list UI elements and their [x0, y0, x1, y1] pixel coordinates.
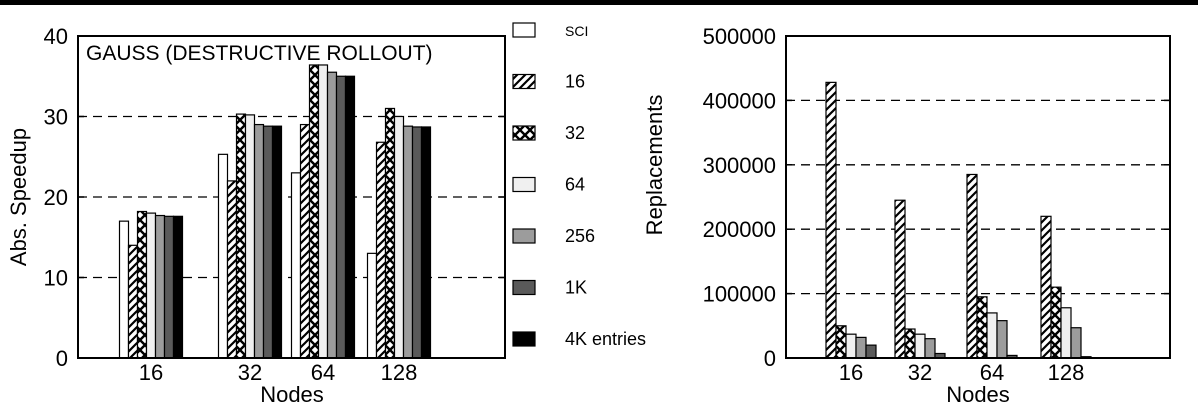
y-tick-label: 200000 [703, 217, 776, 242]
bar-256-16 [855, 336, 867, 359]
x-tick-label: 16 [839, 360, 863, 385]
bar-32-128 [1050, 286, 1062, 359]
y-tick-label: 40 [44, 24, 68, 49]
bar-256-32 [924, 338, 936, 359]
bar-sci-32 [217, 153, 229, 359]
y-tick-label: 0 [764, 346, 776, 371]
bar-1k-128 [411, 126, 423, 359]
legend-swatch-1k [512, 279, 536, 296]
replacements-gridlines [786, 99, 1170, 295]
replacements-ticks: 0 100000 200000 300000 400000 500000 16 32 64 128 [703, 24, 1170, 385]
bar-32-32 [904, 328, 916, 359]
bar-256-128 [402, 125, 414, 359]
replacements-x-axis-label: Nodes [946, 382, 1010, 406]
x-tick-label: 128 [1048, 360, 1085, 385]
bar-1k-32 [262, 125, 274, 359]
x-tick-label: 64 [311, 360, 335, 385]
bar-32-64 [976, 296, 988, 359]
y-tick-label: 30 [44, 105, 68, 130]
speedup-bars [118, 64, 432, 359]
replacements-plot-frame [785, 35, 1171, 359]
legend-swatch-16 [512, 73, 536, 90]
y-tick-label: 400000 [703, 88, 776, 113]
legend-swatch-sci [512, 22, 536, 38]
y-tick-label: 0 [56, 346, 68, 371]
y-tick-label: 100000 [703, 282, 776, 307]
legend-label-sci: SCI [565, 23, 588, 39]
replacements-chart: 0 100000 200000 300000 400000 500000 16 32 64 128… [642, 24, 1171, 406]
legend-label-1k: 1K [565, 278, 587, 298]
legend-swatch-64 [512, 176, 536, 193]
legend-swatch-4k-entries [512, 331, 536, 347]
bar-64-128 [1060, 307, 1072, 359]
bar-32-16 [835, 325, 847, 359]
bar-64-32 [244, 114, 256, 359]
y-tick-label: 300000 [703, 153, 776, 178]
bar-64-128 [393, 115, 405, 359]
x-tick-label: 64 [980, 360, 1004, 385]
bar-256-64 [326, 71, 338, 359]
legend: SCI 16 32 64 256 1K 4K entries [512, 22, 646, 349]
bar-1k-16 [865, 344, 877, 359]
bar-16-16 [825, 81, 837, 359]
bar-64-64 [986, 312, 998, 359]
speedup-ticks: 0 10 20 30 40 16 32 64 128 [44, 24, 505, 385]
legend-label-32: 32 [565, 123, 585, 143]
x-tick-label: 16 [139, 360, 163, 385]
x-tick-label: 128 [381, 360, 418, 385]
legend-swatch-32 [512, 125, 536, 141]
legend-label-16: 16 [565, 72, 585, 92]
replacements-y-axis-label: Replacements [642, 95, 667, 236]
bar-64-32 [914, 333, 926, 359]
bar-16-32 [226, 180, 238, 359]
replacements-bars [825, 81, 1092, 359]
bar-32-64 [308, 64, 320, 359]
bar-4k-entries-128 [420, 126, 432, 359]
bar-64-64 [317, 64, 329, 359]
bar-32-128 [384, 107, 396, 359]
bar-4k-entries-32 [271, 125, 283, 359]
y-tick-label: 500000 [703, 24, 776, 49]
bar-sci-64 [290, 172, 302, 359]
legend-swatch-256 [512, 228, 536, 244]
speedup-y-axis-label: Abs. Speedup [6, 128, 31, 266]
bar-16-64 [299, 123, 311, 359]
bar-16-16 [127, 244, 139, 359]
bar-sci-16 [118, 220, 130, 359]
speedup-chart-title: GAUSS (DESTRUCTIVE ROLLOUT) [86, 42, 433, 65]
bar-1k-64 [335, 75, 347, 359]
bar-256-32 [253, 123, 265, 359]
legend-label-64: 64 [565, 175, 585, 195]
bar-256-128 [1070, 327, 1082, 359]
bar-32-32 [235, 113, 247, 359]
bar-sci-128 [366, 252, 378, 359]
speedup-x-axis-label: Nodes [260, 382, 324, 406]
legend-label-256: 256 [565, 226, 595, 246]
speedup-chart: 0 10 20 30 40 16 32 64 128 GAUSS (DESTRUCTIVE RO… [6, 24, 506, 406]
bar-16-64 [966, 173, 978, 359]
bar-256-16 [154, 214, 166, 359]
bar-256-64 [996, 320, 1008, 359]
bar-4k-entries-16 [172, 215, 184, 359]
bar-16-128 [1040, 215, 1052, 359]
bar-4k-entries-64 [344, 75, 356, 359]
bar-32-16 [136, 210, 148, 359]
bar-64-16 [145, 212, 157, 359]
x-tick-label: 32 [908, 360, 932, 385]
bar-16-128 [375, 141, 387, 359]
top-rule [0, 0, 1198, 5]
y-tick-label: 10 [44, 266, 68, 291]
bar-64-16 [845, 333, 857, 359]
bar-1k-16 [163, 215, 175, 359]
bar-16-32 [894, 199, 906, 359]
y-tick-label: 20 [44, 185, 68, 210]
legend-label-4k-entries: 4K entries [565, 329, 646, 349]
x-tick-label: 32 [238, 360, 262, 385]
